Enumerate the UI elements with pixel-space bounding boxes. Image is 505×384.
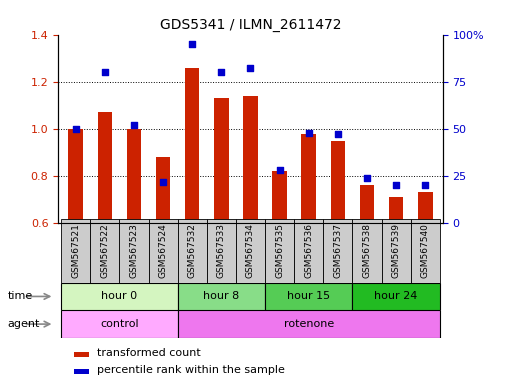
Bar [68, 129, 83, 223]
Text: control: control [100, 319, 138, 329]
Bar [61, 310, 177, 338]
Text: agent: agent [8, 319, 40, 329]
Point [100, 69, 109, 75]
Text: hour 24: hour 24 [374, 291, 417, 301]
Bar [214, 98, 228, 223]
Bar [97, 113, 112, 223]
Text: GSM567537: GSM567537 [333, 223, 342, 278]
Bar [352, 283, 439, 310]
Text: time: time [8, 291, 33, 301]
Point [246, 65, 254, 71]
Bar [388, 197, 402, 223]
Bar [148, 219, 177, 283]
Point [188, 41, 196, 47]
Bar [207, 219, 235, 283]
Text: GSM567535: GSM567535 [275, 223, 283, 278]
Bar [177, 283, 265, 310]
Text: GSM567540: GSM567540 [420, 223, 429, 278]
Bar [73, 369, 89, 374]
Point [420, 182, 428, 189]
Text: hour 8: hour 8 [203, 291, 239, 301]
Point [391, 182, 399, 189]
Text: GSM567539: GSM567539 [391, 223, 400, 278]
Bar [272, 171, 286, 223]
Bar [301, 134, 316, 223]
Text: hour 0: hour 0 [101, 291, 137, 301]
Bar [265, 219, 293, 283]
Point [72, 126, 80, 132]
Bar [265, 283, 352, 310]
Bar [119, 219, 148, 283]
Bar [61, 283, 177, 310]
Bar [417, 192, 432, 223]
Text: GSM567523: GSM567523 [129, 223, 138, 278]
Bar [323, 219, 352, 283]
Bar [410, 219, 439, 283]
Text: GSM567533: GSM567533 [217, 223, 225, 278]
Point [275, 167, 283, 174]
Point [362, 175, 370, 181]
Bar [126, 129, 141, 223]
Bar [177, 219, 207, 283]
Text: GSM567532: GSM567532 [187, 223, 196, 278]
Bar [184, 68, 199, 223]
Bar [61, 219, 90, 283]
Bar [359, 185, 374, 223]
Text: hour 15: hour 15 [287, 291, 330, 301]
Text: GSM567534: GSM567534 [245, 223, 255, 278]
Bar [352, 219, 381, 283]
Bar [73, 352, 89, 357]
Bar [293, 219, 323, 283]
Bar [177, 310, 439, 338]
Bar [90, 219, 119, 283]
Point [159, 179, 167, 185]
Point [304, 129, 312, 136]
Point [333, 131, 341, 137]
Text: transformed count: transformed count [96, 348, 200, 358]
Point [130, 122, 138, 128]
Text: percentile rank within the sample: percentile rank within the sample [96, 365, 284, 375]
Text: GSM567524: GSM567524 [158, 223, 167, 278]
Text: GSM567536: GSM567536 [304, 223, 313, 278]
Title: GDS5341 / ILMN_2611472: GDS5341 / ILMN_2611472 [160, 18, 340, 32]
Bar [235, 219, 265, 283]
Bar [330, 141, 344, 223]
Text: GSM567521: GSM567521 [71, 223, 80, 278]
Point [217, 69, 225, 75]
Text: GSM567522: GSM567522 [100, 223, 109, 278]
Text: GSM567538: GSM567538 [362, 223, 371, 278]
Bar [381, 219, 410, 283]
Text: rotenone: rotenone [283, 319, 333, 329]
Bar [156, 157, 170, 223]
Bar [243, 96, 257, 223]
